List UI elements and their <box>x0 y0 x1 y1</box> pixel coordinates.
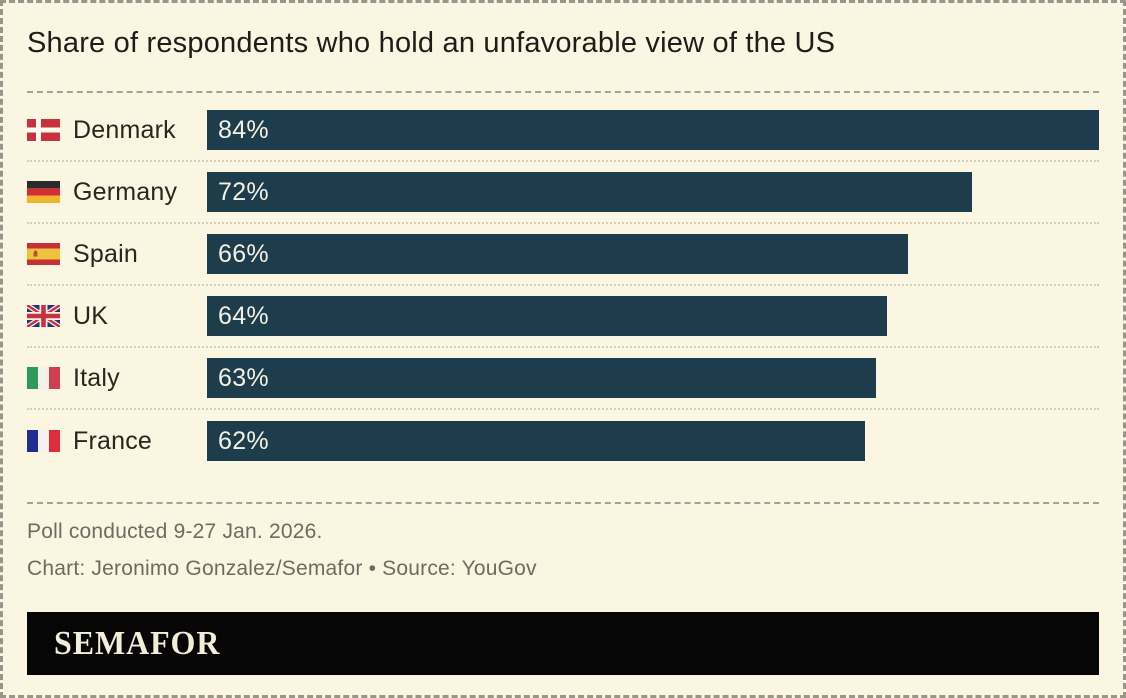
chart-row: UK 64% <box>27 286 1099 348</box>
chart-row: Germany 72% <box>27 162 1099 224</box>
bar-value-label: 72% <box>218 177 269 206</box>
country-label: France <box>73 426 153 455</box>
chart-row: Denmark 84% <box>27 100 1099 162</box>
value-bar: 62% <box>207 421 866 461</box>
value-bar: 63% <box>207 358 876 398</box>
poll-note: Poll conducted 9-27 Jan. 2026. <box>27 520 323 543</box>
value-bar: 64% <box>207 296 887 336</box>
chart-title: Share of respondents who hold an unfavor… <box>27 27 836 59</box>
bar-value-label: 64% <box>218 301 269 330</box>
chart-row: France 62% <box>27 410 1099 472</box>
chart-credit: Chart: Jeronimo Gonzalez/Semafor • Sourc… <box>27 557 537 580</box>
title-separator <box>27 91 1099 93</box>
spain-flag-icon <box>27 243 60 265</box>
value-bar: 84% <box>207 110 1099 150</box>
denmark-flag-icon <box>27 119 60 141</box>
country-label: UK <box>73 301 109 330</box>
bar-value-label: 84% <box>218 115 269 144</box>
value-bar: 66% <box>207 234 908 274</box>
chart-rows: Denmark 84% Germany 72% Spain 66% <box>27 100 1099 472</box>
bar-area: 63% <box>207 358 1099 398</box>
country-label: Denmark <box>73 115 176 144</box>
country-label: Germany <box>73 177 178 206</box>
chart-row: Spain 66% <box>27 224 1099 286</box>
semafor-logo: SEMAFOR <box>54 624 221 662</box>
footer-separator <box>27 502 1099 504</box>
bar-value-label: 62% <box>218 426 269 455</box>
bar-area: 62% <box>207 421 1099 461</box>
row-label-group: Spain <box>27 240 207 269</box>
row-label-group: France <box>27 427 207 456</box>
france-flag-icon <box>27 430 60 452</box>
bar-value-label: 66% <box>218 239 269 268</box>
bar-area: 64% <box>207 296 1099 336</box>
bar-area: 84% <box>207 110 1099 150</box>
italy-flag-icon <box>27 367 60 389</box>
bar-area: 72% <box>207 172 1099 212</box>
row-label-group: Germany <box>27 178 207 207</box>
bar-value-label: 63% <box>218 363 269 392</box>
bar-area: 66% <box>207 234 1099 274</box>
value-bar: 72% <box>207 172 972 212</box>
germany-flag-icon <box>27 181 60 203</box>
chart-row: Italy 63% <box>27 348 1099 410</box>
row-label-group: Italy <box>27 364 207 393</box>
row-label-group: UK <box>27 302 207 331</box>
uk-flag-icon <box>27 305 60 327</box>
semafor-logo-bar: SEMAFOR <box>27 612 1099 675</box>
row-label-group: Denmark <box>27 116 207 145</box>
country-label: Spain <box>73 239 138 268</box>
country-label: Italy <box>73 363 120 392</box>
